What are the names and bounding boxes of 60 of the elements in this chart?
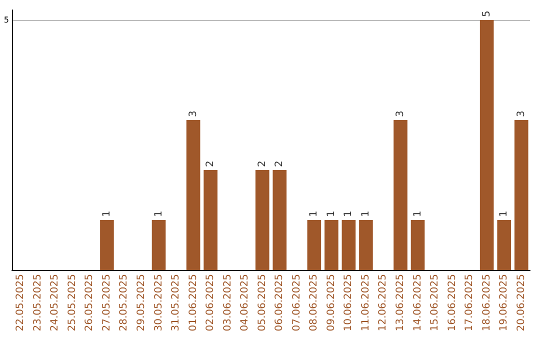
data-label: 2 [274, 160, 286, 167]
x-tick-label: 15.06.2025 [430, 274, 441, 332]
x-tick-label: 26.05.2025 [84, 274, 96, 332]
bar [186, 120, 200, 270]
data-label: 5 [481, 10, 492, 17]
bar [152, 220, 166, 270]
x-tick-label: 07.06.2025 [291, 274, 302, 332]
bar [514, 120, 528, 270]
x-tick-label: 16.06.2025 [446, 274, 458, 332]
bar [359, 220, 373, 270]
x-tick-label: 02.06.2025 [205, 274, 216, 332]
data-label: 1 [343, 210, 354, 217]
data-label: 1 [360, 210, 372, 217]
x-tick-label: 06.06.2025 [274, 274, 286, 332]
data-label: 1 [326, 210, 337, 217]
bar [497, 220, 512, 270]
bar [480, 20, 494, 270]
bar [324, 220, 338, 270]
bar [100, 220, 114, 270]
x-tick-label: 18.06.2025 [481, 274, 492, 332]
x-tick-label: 27.05.2025 [101, 274, 112, 332]
data-label: 3 [395, 110, 406, 117]
data-label: 1 [153, 210, 164, 217]
bar [410, 220, 425, 270]
x-tick-label: 13.06.2025 [395, 274, 406, 332]
x-tick-label: 10.06.2025 [343, 274, 354, 332]
bar [255, 170, 270, 270]
bar [272, 170, 287, 270]
x-tick-label: 30.05.2025 [153, 274, 164, 332]
x-tick-label: 31.05.2025 [170, 274, 182, 332]
x-tick-label: 17.06.2025 [464, 274, 476, 332]
x-tick-label: 11.06.2025 [360, 274, 372, 332]
x-tick-label: 19.06.2025 [498, 274, 510, 332]
x-tick-label: 20.06.2025 [516, 274, 527, 332]
x-tick-label: 12.06.2025 [378, 274, 389, 332]
data-label: 1 [412, 210, 424, 217]
data-label: 1 [101, 210, 112, 217]
x-tick-label: 04.06.2025 [240, 274, 251, 332]
x-tick-label: 09.06.2025 [326, 274, 337, 332]
data-label: 2 [205, 160, 216, 167]
x-tick-label: 08.06.2025 [308, 274, 320, 332]
x-tick-label: 05.06.2025 [256, 274, 268, 332]
data-label: 2 [256, 160, 268, 167]
x-tick-label: 03.06.2025 [222, 274, 234, 332]
bar [394, 120, 408, 270]
x-tick-label: 25.05.2025 [66, 274, 78, 332]
x-tick-label: 24.05.2025 [50, 274, 61, 332]
x-tick-label: 23.05.2025 [32, 274, 44, 332]
data-label: 1 [308, 210, 320, 217]
x-tick-label: 28.05.2025 [118, 274, 130, 332]
x-tick-label: 01.06.2025 [188, 274, 199, 332]
x-tick-label: 14.06.2025 [412, 274, 424, 332]
data-label: 1 [498, 210, 510, 217]
bar [307, 220, 322, 270]
data-label: 3 [516, 110, 527, 117]
bar [204, 170, 218, 270]
bar [342, 220, 356, 270]
x-tick-label: 29.05.2025 [136, 274, 147, 332]
x-tick-label: 22.05.2025 [15, 274, 26, 332]
data-label: 3 [188, 110, 199, 117]
